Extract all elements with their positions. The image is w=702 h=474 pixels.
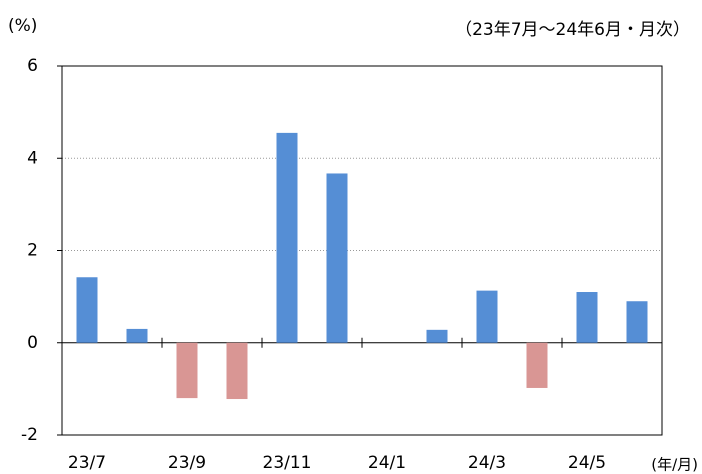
chart-title: (%): [8, 16, 37, 36]
bar: [626, 301, 648, 343]
bar: [226, 342, 248, 400]
bar: [276, 132, 298, 343]
y-tick-label: 0: [27, 333, 38, 353]
x-tick-label: 24/5: [568, 453, 606, 473]
chart-subtitle: （23年7月～24年6月・月次）: [455, 20, 690, 40]
bar: [576, 292, 598, 343]
bar: [526, 342, 548, 388]
bar: [126, 328, 148, 343]
y-tick-label: 6: [27, 56, 38, 76]
x-tick-label: 24/3: [468, 453, 506, 473]
bar: [76, 277, 98, 343]
y-tick-label: 4: [27, 148, 38, 168]
x-tick-label: 23/9: [168, 453, 206, 473]
y-tick-label: 2: [27, 241, 38, 261]
bar: [176, 342, 198, 399]
x-tick-label: 23/7: [68, 453, 106, 473]
bar: [426, 329, 448, 343]
bar: [326, 173, 348, 343]
bar: [476, 290, 498, 343]
plot-frame: [61, 65, 663, 436]
y-tick-label: -2: [21, 425, 38, 445]
x-axis-label: (年/月): [651, 456, 698, 474]
x-tick-label: 23/11: [263, 453, 312, 473]
x-tick-label: 24/1: [368, 453, 406, 473]
